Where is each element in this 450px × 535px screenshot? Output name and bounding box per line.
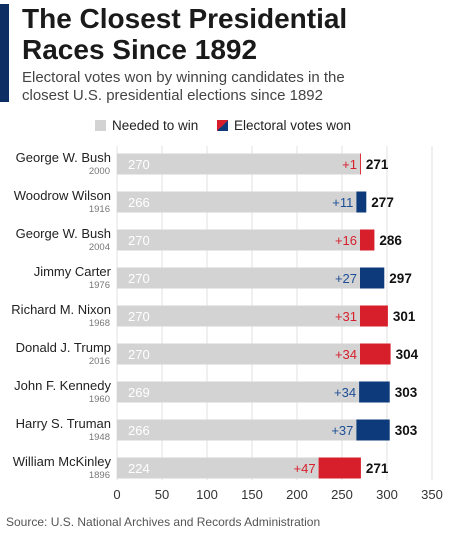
won-value-label: 303 <box>395 423 418 438</box>
needed-value-label: 266 <box>128 423 150 438</box>
bar-margin <box>360 229 375 251</box>
needed-value-label: 270 <box>128 309 150 324</box>
needed-value-label: 270 <box>128 157 150 172</box>
title-accent-bar <box>0 4 9 102</box>
x-tick-label: 0 <box>113 487 120 502</box>
chart-legend: Needed to win Electoral votes won <box>0 118 450 136</box>
bar-margin <box>356 419 390 441</box>
chart-title-line-2: Races Since 1892 <box>22 34 258 65</box>
won-value-label: 286 <box>379 233 402 248</box>
chart-title: The Closest Presidential Races Since 189… <box>22 3 347 65</box>
row-label-name: Donald J. Trump <box>16 340 111 355</box>
x-tick-label: 200 <box>286 487 308 502</box>
x-tick-label: 300 <box>376 487 398 502</box>
needed-value-label: 224 <box>128 461 150 476</box>
row-label-year: 2016 <box>89 356 110 367</box>
row-label-name: Woodrow Wilson <box>14 188 111 203</box>
row-label-year: 1916 <box>89 204 110 215</box>
row-label-year: 2004 <box>89 242 110 253</box>
row-label-name: George W. Bush <box>16 150 111 165</box>
needed-value-label: 270 <box>128 347 150 362</box>
margin-value-label: +1 <box>342 157 357 172</box>
row-label-year: 1960 <box>89 394 110 405</box>
row-label-year: 2000 <box>89 166 110 177</box>
row-label-year: 1968 <box>89 318 110 329</box>
x-tick-label: 100 <box>196 487 218 502</box>
needed-value-label: 270 <box>128 271 150 286</box>
bar-needed <box>117 267 360 289</box>
row-label-name: William McKinley <box>13 454 112 469</box>
row-label-name: Richard M. Nixon <box>11 302 111 317</box>
bar-margin <box>360 153 361 175</box>
row-label-name: Jimmy Carter <box>34 264 112 279</box>
won-value-label: 304 <box>396 347 419 362</box>
bar-needed <box>117 153 360 175</box>
bar-needed <box>117 191 357 213</box>
margin-value-label: +27 <box>335 271 357 286</box>
bar-needed <box>117 229 360 251</box>
bar-needed <box>117 343 360 365</box>
row-label-year: 1896 <box>89 470 110 481</box>
margin-value-label: +11 <box>332 195 353 210</box>
won-value-label: 303 <box>395 385 418 400</box>
won-value-label: 277 <box>371 195 394 210</box>
won-value-label: 271 <box>366 461 389 476</box>
needed-value-label: 270 <box>128 233 150 248</box>
bar-needed <box>117 305 360 327</box>
won-value-label: 297 <box>389 271 412 286</box>
margin-value-label: +31 <box>335 309 357 324</box>
margin-value-label: +34 <box>334 385 356 400</box>
chart-subtitle-line-1: Electoral votes won by winning candidate… <box>22 69 345 86</box>
won-value-label: 301 <box>393 309 416 324</box>
bar-margin <box>360 343 391 365</box>
bar-margin <box>360 267 385 289</box>
bar-margin <box>318 457 361 479</box>
legend-label-needed: Needed to win <box>112 118 199 133</box>
needed-value-label: 269 <box>128 385 150 400</box>
x-tick-label: 150 <box>241 487 263 502</box>
legend-item-needed: Needed to win <box>95 118 198 133</box>
x-tick-label: 350 <box>421 487 443 502</box>
bar-needed <box>117 457 319 479</box>
source-note: Source: U.S. National Archives and Recor… <box>6 515 321 529</box>
row-label-name: John F. Kennedy <box>14 378 111 393</box>
margin-value-label: +37 <box>331 423 353 438</box>
row-label-name: Harry S. Truman <box>16 416 111 431</box>
won-value-label: 271 <box>366 157 389 172</box>
chart-title-line-1: The Closest Presidential <box>22 3 348 34</box>
chart-subtitle: Electoral votes won by winning candidate… <box>22 69 442 105</box>
margin-value-label: +34 <box>335 347 357 362</box>
bar-margin <box>356 191 367 213</box>
margin-value-label: +16 <box>335 233 357 248</box>
bar-margin <box>359 381 390 403</box>
chart-subtitle-line-2: closest U.S. presidential elections sinc… <box>22 87 323 104</box>
margin-value-label: +47 <box>294 461 316 476</box>
bar-needed <box>117 381 360 403</box>
legend-swatch-needed <box>95 120 106 131</box>
bar-margin <box>360 305 388 327</box>
legend-item-won: Electoral votes won <box>217 118 351 133</box>
legend-label-won: Electoral votes won <box>234 118 352 133</box>
legend-swatch-won <box>217 120 228 131</box>
bar-needed <box>117 419 357 441</box>
row-label-year: 1976 <box>89 280 110 291</box>
row-label-name: George W. Bush <box>16 226 111 241</box>
needed-value-label: 266 <box>128 195 150 210</box>
x-tick-label: 50 <box>155 487 169 502</box>
row-label-year: 1948 <box>89 432 110 443</box>
x-tick-label: 250 <box>331 487 353 502</box>
